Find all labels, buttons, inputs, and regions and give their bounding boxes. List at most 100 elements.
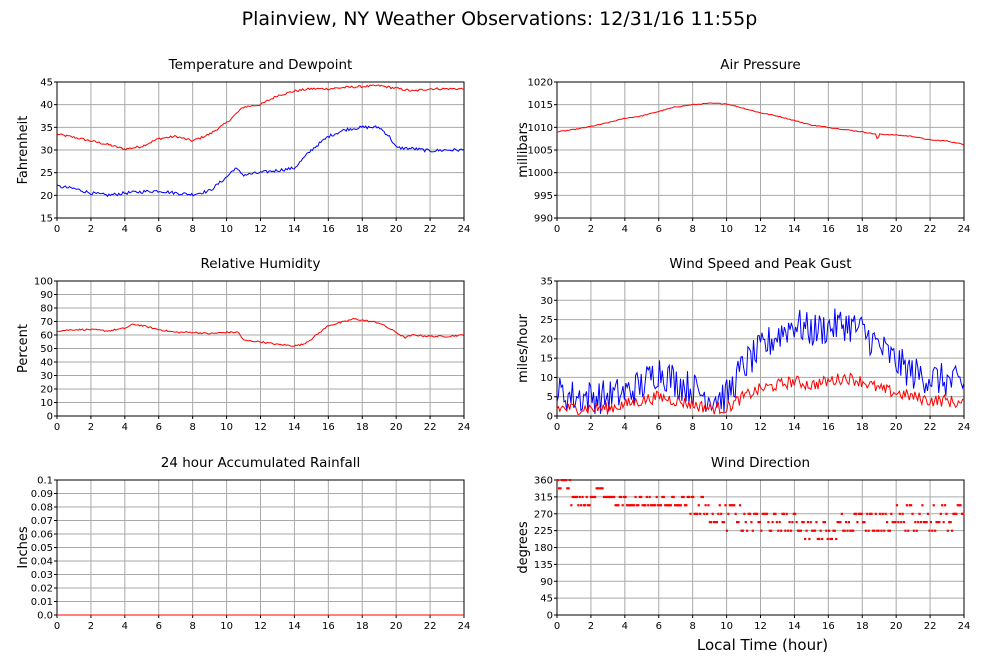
direction-point xyxy=(798,529,801,532)
direction-point xyxy=(829,537,832,541)
direction-point xyxy=(589,495,593,499)
y-tick-label: 135 xyxy=(534,560,553,571)
direction-point xyxy=(955,512,958,515)
direction-point xyxy=(728,504,731,507)
direction-point xyxy=(837,521,841,524)
direction-point xyxy=(795,521,798,524)
direction-point xyxy=(897,521,900,524)
direction-point xyxy=(598,487,601,490)
x-tick-label: 16 xyxy=(822,621,835,632)
direction-point xyxy=(934,529,937,532)
direction-point xyxy=(874,512,877,515)
x-tick-label: 12 xyxy=(754,224,767,235)
x-tick-label: 12 xyxy=(754,621,767,632)
x-tick-label: 10 xyxy=(220,621,233,632)
y-tick-label: 35 xyxy=(540,277,553,288)
direction-point xyxy=(635,504,639,507)
direction-point xyxy=(859,512,862,515)
direction-point xyxy=(856,521,859,524)
direction-point xyxy=(690,495,693,499)
direction-point xyxy=(686,495,689,499)
x-tick-label: 6 xyxy=(156,224,162,235)
x-tick-label: 16 xyxy=(322,422,335,433)
x-tick-label: 6 xyxy=(156,422,162,433)
y-tick-label: 1020 xyxy=(528,78,553,89)
y-tick-label: 1010 xyxy=(528,123,553,134)
direction-point xyxy=(602,495,606,499)
direction-point xyxy=(617,504,620,507)
y-tick-label: 0 xyxy=(547,611,553,622)
direction-point xyxy=(857,512,860,515)
direction-point xyxy=(731,504,734,507)
direction-point xyxy=(904,529,907,532)
direction-point xyxy=(737,521,740,524)
direction-point xyxy=(697,504,700,507)
direction-point xyxy=(597,487,600,490)
direction-point xyxy=(785,512,788,515)
x-tick-label: 16 xyxy=(322,621,335,632)
direction-point xyxy=(741,529,745,532)
direction-point xyxy=(925,521,928,524)
y-tick-label: 0.03 xyxy=(31,570,53,581)
y-tick-label: 90 xyxy=(540,577,553,588)
direction-point xyxy=(676,504,680,507)
direction-point xyxy=(713,521,716,524)
x-tick-label: 0 xyxy=(54,621,60,632)
x-tick-label: 6 xyxy=(656,224,662,235)
direction-point xyxy=(613,495,616,499)
direction-point xyxy=(813,529,817,532)
x-tick-label: 0 xyxy=(54,422,60,433)
y-tick-label: 0.04 xyxy=(31,557,53,568)
direction-point xyxy=(815,521,818,524)
direction-point xyxy=(941,504,944,507)
chart-title: Air Pressure xyxy=(720,57,800,73)
direction-point xyxy=(633,504,636,507)
y-tick-label: 995 xyxy=(534,191,553,202)
direction-point xyxy=(877,529,880,532)
direction-point xyxy=(570,504,573,507)
direction-point xyxy=(724,504,727,507)
direction-point xyxy=(816,537,819,541)
direction-point xyxy=(895,504,899,507)
direction-point xyxy=(880,529,883,532)
y-tick-label: 80 xyxy=(40,304,53,315)
direction-point xyxy=(750,521,753,524)
y-axis-title: Percent xyxy=(16,324,31,373)
y-tick-label: 1000 xyxy=(528,168,553,179)
x-tick-label: 14 xyxy=(788,224,801,235)
y-tick-label: 15 xyxy=(540,354,553,365)
direction-point xyxy=(675,504,678,507)
y-tick-label: 0.0 xyxy=(37,611,53,622)
direction-point xyxy=(604,495,607,499)
direction-point xyxy=(760,529,763,532)
direction-point xyxy=(678,504,681,507)
direction-point xyxy=(931,529,934,532)
direction-point xyxy=(938,521,941,524)
direction-point xyxy=(772,512,776,515)
direction-point xyxy=(725,529,729,532)
direction-point xyxy=(812,529,815,532)
direction-point xyxy=(601,487,604,490)
x-tick-label: 24 xyxy=(958,422,971,433)
y-tick-label: 35 xyxy=(40,123,53,134)
direction-point xyxy=(681,495,684,499)
x-tick-label: 8 xyxy=(189,621,195,632)
direction-point xyxy=(876,529,879,532)
direction-point xyxy=(692,495,695,499)
y-tick-label: 315 xyxy=(534,492,553,503)
direction-point xyxy=(751,529,754,532)
x-tick-label: 16 xyxy=(822,422,835,433)
direction-point xyxy=(634,495,637,499)
x-tick-label: 12 xyxy=(254,224,267,235)
chart-title: Temperature and Dewpoint xyxy=(168,57,353,73)
direction-point xyxy=(910,504,913,507)
direction-point xyxy=(665,504,668,507)
direction-point xyxy=(761,512,764,515)
direction-point xyxy=(743,512,746,515)
direction-point xyxy=(563,479,566,482)
direction-point xyxy=(846,529,849,532)
y-tick-label: 990 xyxy=(534,214,553,225)
y-tick-label: 40 xyxy=(40,100,53,111)
direction-point xyxy=(727,512,730,515)
